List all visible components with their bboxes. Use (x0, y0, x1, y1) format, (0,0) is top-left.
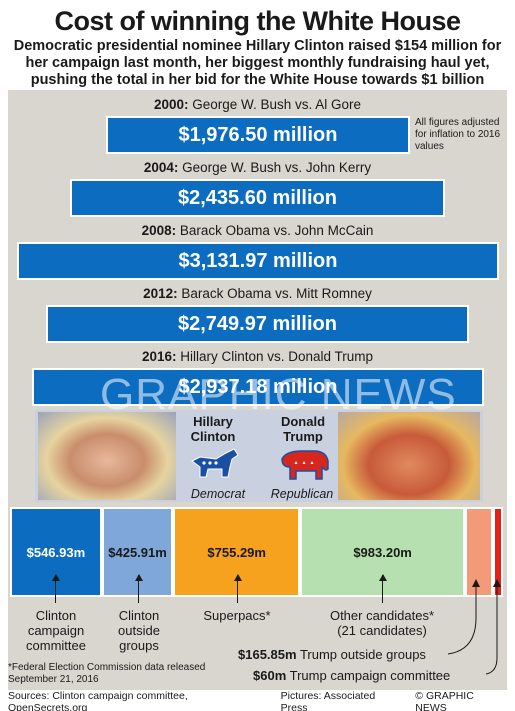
footer: Sources: Clinton campaign committee, Ope… (0, 689, 515, 711)
label-line: committee (26, 638, 86, 653)
label-clinton-outside: Clinton outside groups (102, 608, 176, 653)
trump-last-name: Trump (283, 429, 323, 444)
arrow-clinton-outside (135, 574, 143, 603)
election-year: 2000: (153, 97, 189, 112)
segment-trump-campaign-committee (492, 507, 503, 597)
trump-outside-text: Trump outside groups (299, 647, 426, 662)
election-matchup: Barack Obama vs. John McCain (176, 223, 374, 238)
label-superpacs: Superpacs* (203, 608, 271, 623)
election-bar-2004: $2,435.60 million (70, 179, 445, 217)
election-bar-2008: $3,131.97 million (17, 242, 499, 280)
election-matchup: George W. Bush vs. John Kerry (178, 160, 372, 175)
clinton-first-name: Hillary (193, 414, 233, 429)
chart-subtitle: Democratic presidential nominee Hillary … (13, 38, 502, 88)
trump-name: Donald Trump (268, 414, 338, 444)
election-year: 2008: (141, 223, 177, 238)
election-year: 2012: (143, 286, 178, 301)
footnote: *Federal Election Commission data releas… (8, 662, 206, 685)
inflation-note: All figures adjusted for inflation to 20… (415, 117, 501, 152)
election-matchup: Hillary Clinton vs. Donald Trump (176, 349, 374, 364)
trump-committee-value: $60m (253, 668, 287, 683)
label-line: Clinton (35, 608, 77, 623)
label-trump-outside: $165.85m Trump outside groups (238, 647, 426, 662)
election-matchup: Barack Obama vs. Mitt Romney (177, 286, 372, 301)
segment-clinton-outside-groups: $425.91m (101, 507, 174, 597)
republican-label: Republican (270, 487, 334, 501)
label-line: campaign (27, 623, 85, 638)
republican-elephant-icon (281, 450, 329, 480)
clinton-last-name: Clinton (190, 429, 236, 444)
label-line: Other candidates* (329, 608, 435, 623)
label-line: groups (119, 638, 159, 653)
trump-leader-lines (447, 579, 501, 675)
arrow-clinton-committee (52, 574, 60, 603)
trump-first-name: Donald (280, 414, 326, 429)
democrat-label: Democrat (190, 487, 246, 501)
election-bar-2000: $1,976.50 million (106, 116, 410, 154)
footer-credit: © GRAPHIC NEWS (415, 689, 474, 711)
trump-photo (338, 412, 480, 500)
election-year: 2004: (143, 160, 179, 175)
election-label-2012: 2012: Barack Obama vs. Mitt Romney (8, 286, 507, 301)
label-clinton-committee: Clinton campaign committee (18, 608, 94, 653)
arrow-other-candidates (379, 574, 387, 603)
label-trump-committee: $60m Trump campaign committee (253, 668, 450, 683)
trump-outside-value: $165.85m (238, 647, 297, 662)
election-year: 2016: (141, 349, 177, 364)
label-other-candidates: Other candidates* (21 candidates) (318, 608, 446, 638)
election-bar-2012: $2,749.97 million (46, 305, 469, 343)
election-label-2000: 2000: George W. Bush vs. Al Gore (8, 97, 507, 112)
label-line: Clinton (118, 608, 160, 623)
segment-trump-outside-groups (465, 507, 493, 597)
arrow-superpacs (234, 574, 242, 603)
election-bar-2016: $2,937.18 million (32, 368, 484, 406)
trump-committee-text: Trump campaign committee (289, 668, 451, 683)
clinton-name: Hillary Clinton (178, 414, 248, 444)
footer-sources: Sources: Clinton campaign committee, Ope… (8, 689, 188, 711)
election-matchup: George W. Bush vs. Al Gore (188, 97, 362, 112)
label-line: (21 candidates) (337, 623, 427, 638)
chart-title: Cost of winning the White House (54, 6, 461, 36)
label-line: outside (118, 623, 160, 638)
clinton-photo (38, 412, 176, 500)
footer-pictures: Pictures: Associated Press (280, 689, 376, 711)
election-label-2004: 2004: George W. Bush vs. John Kerry (8, 160, 507, 175)
segment-superpacs: $755.29m (173, 507, 301, 597)
democrat-donkey-icon (191, 448, 239, 478)
election-label-2008: 2008: Barack Obama vs. John McCain (8, 223, 507, 238)
election-label-2016: 2016: Hillary Clinton vs. Donald Trump (8, 349, 507, 364)
